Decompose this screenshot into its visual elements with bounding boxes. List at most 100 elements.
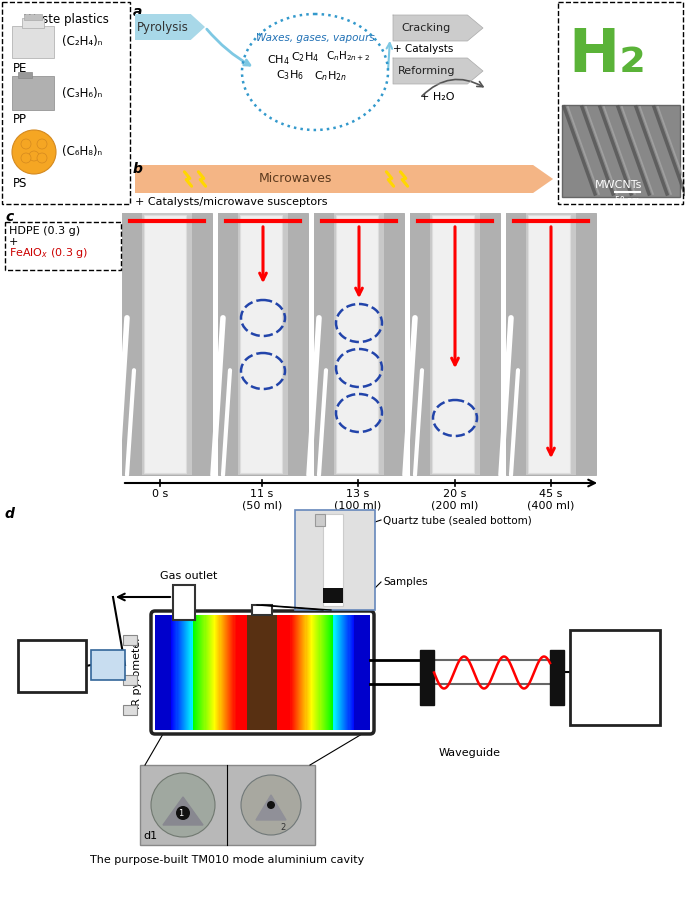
Bar: [123, 675, 137, 685]
Text: + Catalysts/microwave susceptors: + Catalysts/microwave susceptors: [135, 197, 327, 207]
Bar: [562, 105, 680, 197]
Circle shape: [176, 806, 190, 820]
Text: 45 s
(400 ml): 45 s (400 ml): [527, 489, 575, 510]
Polygon shape: [163, 797, 203, 825]
Circle shape: [29, 151, 39, 161]
Text: H₂: H₂: [568, 25, 646, 84]
Text: C$_n$H$_{2n}$: C$_n$H$_{2n}$: [314, 69, 347, 83]
Bar: [122, 213, 212, 475]
Bar: [22, 18, 44, 28]
Bar: [12, 76, 54, 110]
Polygon shape: [135, 165, 553, 193]
Bar: [122, 213, 142, 475]
Bar: [247, 615, 277, 730]
Bar: [410, 213, 430, 475]
Bar: [218, 213, 238, 475]
Text: (C₆H₈)ₙ: (C₆H₈)ₙ: [62, 146, 102, 158]
Text: Gas outlet: Gas outlet: [160, 571, 218, 581]
Bar: [247, 615, 277, 730]
Text: 1: 1: [178, 808, 184, 817]
Circle shape: [21, 153, 31, 163]
Text: The purpose-built TM010 mode aluminium cavity: The purpose-built TM010 mode aluminium c…: [90, 855, 364, 865]
Text: PP: PP: [13, 113, 27, 126]
Polygon shape: [393, 15, 483, 41]
Text: b: b: [133, 162, 143, 176]
Bar: [506, 213, 526, 475]
Bar: [480, 213, 500, 475]
Bar: [432, 215, 474, 473]
Text: MWCNTs: MWCNTs: [595, 180, 643, 190]
Bar: [140, 765, 315, 845]
Text: C$_3$H$_6$: C$_3$H$_6$: [276, 68, 304, 81]
Bar: [576, 213, 596, 475]
Text: GC: GC: [40, 657, 64, 675]
Bar: [295, 510, 375, 610]
Text: d: d: [5, 507, 15, 521]
Bar: [506, 213, 596, 475]
Text: (C₂H₄)ₙ: (C₂H₄)ₙ: [62, 35, 102, 49]
Bar: [420, 650, 434, 705]
Bar: [218, 213, 308, 475]
Text: d1: d1: [143, 831, 157, 841]
Text: PE: PE: [13, 62, 27, 75]
Bar: [528, 215, 570, 473]
Text: Cold
trap: Cold trap: [98, 655, 118, 675]
Text: Waveguide: Waveguide: [439, 748, 501, 758]
Bar: [12, 26, 54, 58]
Bar: [558, 2, 683, 204]
Text: 13 s
(100 ml): 13 s (100 ml): [334, 489, 382, 510]
Text: (C₃H₆)ₙ: (C₃H₆)ₙ: [62, 87, 102, 100]
Circle shape: [37, 139, 47, 149]
Bar: [336, 215, 378, 473]
Circle shape: [12, 130, 56, 174]
Bar: [323, 514, 343, 606]
Text: c: c: [5, 210, 13, 224]
Bar: [173, 585, 195, 620]
Bar: [410, 213, 500, 475]
Bar: [323, 588, 343, 603]
Text: a: a: [133, 5, 142, 19]
Text: Samples: Samples: [383, 577, 427, 587]
Bar: [91, 650, 125, 680]
Text: HDPE (0.3 g): HDPE (0.3 g): [9, 226, 80, 236]
Text: 20 s
(200 ml): 20 s (200 ml): [432, 489, 479, 510]
Bar: [384, 213, 404, 475]
Bar: [144, 215, 186, 473]
Bar: [550, 650, 564, 705]
Bar: [5, 222, 121, 270]
Text: 2: 2: [280, 823, 286, 832]
Text: PS: PS: [13, 177, 27, 190]
Bar: [18, 72, 32, 78]
Text: CH$_4$: CH$_4$: [266, 53, 289, 67]
Text: Pyrolysis: Pyrolysis: [137, 21, 189, 33]
Bar: [314, 213, 404, 475]
Polygon shape: [135, 165, 553, 193]
Text: 50 nm: 50 nm: [615, 196, 639, 205]
Text: Quartz tube (sealed bottom): Quartz tube (sealed bottom): [383, 515, 532, 525]
Text: C$_2$H$_4$: C$_2$H$_4$: [291, 50, 319, 64]
Circle shape: [241, 775, 301, 835]
Bar: [288, 213, 308, 475]
Text: Cracking: Cracking: [402, 23, 451, 33]
Text: FeAlO$_x$ (0.3 g): FeAlO$_x$ (0.3 g): [9, 246, 88, 260]
Bar: [506, 213, 596, 475]
Bar: [18, 640, 86, 692]
Bar: [410, 213, 500, 475]
Bar: [24, 14, 42, 20]
Polygon shape: [256, 795, 286, 820]
Bar: [122, 213, 212, 475]
Text: + Catalysts: + Catalysts: [393, 44, 453, 54]
Circle shape: [37, 153, 47, 163]
Polygon shape: [135, 14, 205, 40]
Circle shape: [21, 139, 31, 149]
Text: Microwave
generator: Microwave generator: [584, 663, 647, 691]
Text: + H₂O: + H₂O: [420, 92, 455, 102]
Text: 0 s: 0 s: [152, 489, 168, 499]
Circle shape: [151, 773, 215, 837]
Text: C$_n$H$_{2n+2}$: C$_n$H$_{2n+2}$: [326, 49, 370, 63]
Bar: [315, 514, 325, 526]
Bar: [252, 605, 272, 615]
Text: +: +: [9, 237, 18, 247]
Bar: [2, 2, 130, 204]
Text: Reforming: Reforming: [398, 66, 456, 76]
